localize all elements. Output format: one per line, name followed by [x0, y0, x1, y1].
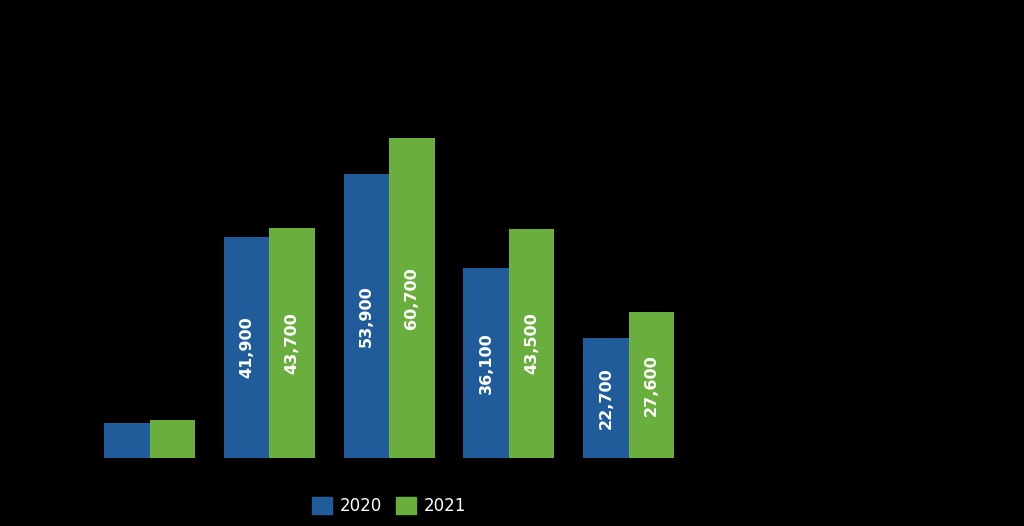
Text: 22,700: 22,700	[598, 367, 613, 429]
Text: 53,900: 53,900	[358, 285, 374, 347]
Bar	[629, 312, 674, 458]
Text: 60,700: 60,700	[404, 267, 420, 329]
Text: 43,700: 43,700	[285, 312, 300, 373]
Text: 41,900: 41,900	[239, 317, 254, 378]
Bar	[584, 338, 629, 458]
Bar	[104, 423, 150, 458]
Bar	[224, 237, 269, 458]
Bar	[344, 174, 389, 458]
Text: 27,600: 27,600	[644, 354, 659, 416]
Text: 36,100: 36,100	[478, 332, 494, 393]
Bar	[389, 138, 434, 458]
Legend: 2020, 2021: 2020, 2021	[307, 492, 471, 520]
Bar	[269, 228, 314, 458]
Bar	[509, 229, 554, 458]
Bar	[150, 420, 195, 458]
Bar	[464, 268, 509, 458]
Text: 43,500: 43,500	[524, 312, 540, 374]
